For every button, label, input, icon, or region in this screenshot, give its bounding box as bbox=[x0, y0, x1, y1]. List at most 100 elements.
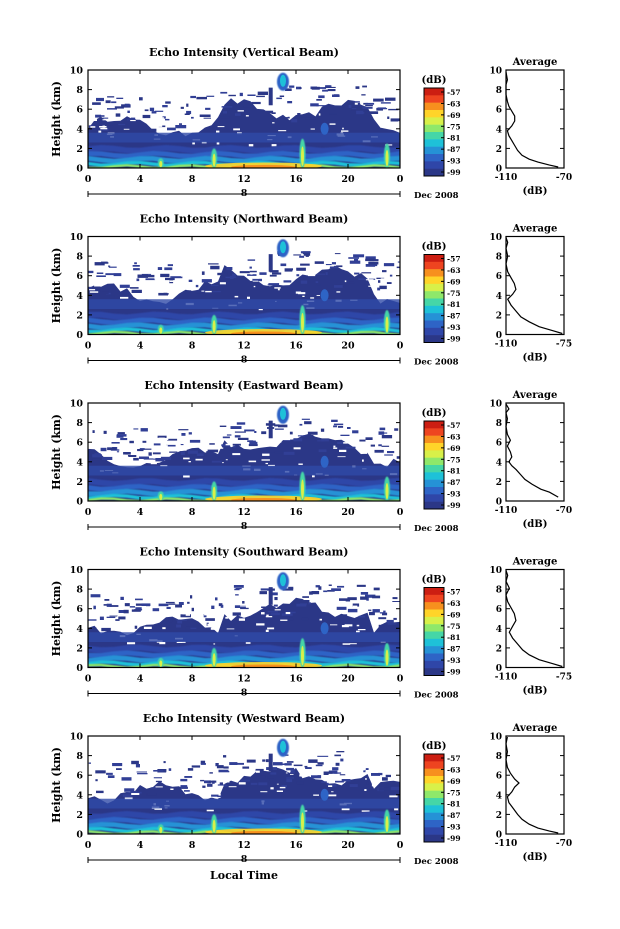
echo-gap bbox=[100, 127, 108, 130]
profile-title: Average bbox=[512, 57, 558, 68]
echo-patch bbox=[303, 253, 311, 256]
echo-patch bbox=[224, 785, 228, 787]
echo-patch bbox=[157, 435, 167, 438]
echo-patch bbox=[107, 775, 115, 778]
echo-gap bbox=[276, 783, 279, 785]
echo-gap bbox=[133, 284, 138, 286]
echo-gap bbox=[356, 624, 360, 627]
echo-patch bbox=[139, 448, 145, 450]
high-echo-tail bbox=[268, 753, 273, 772]
echo-patch bbox=[133, 457, 139, 461]
echo-patch bbox=[379, 427, 386, 431]
echo-patch bbox=[284, 268, 293, 272]
echo-gap bbox=[380, 277, 386, 279]
profile-y-tick-label: 10 bbox=[489, 233, 502, 243]
echo-patch bbox=[94, 290, 101, 292]
x-tick-label: 12 bbox=[237, 174, 250, 185]
echo-gap bbox=[352, 605, 358, 608]
colorbar-unit: (dB) bbox=[422, 75, 447, 86]
low-band bbox=[88, 483, 400, 492]
echo-gap bbox=[303, 810, 308, 812]
y-axis-label: Height (km) bbox=[50, 747, 63, 823]
colorbar-unit: (dB) bbox=[422, 575, 447, 586]
echo-gap bbox=[343, 442, 348, 444]
low-band bbox=[88, 322, 400, 331]
echo-gap bbox=[195, 458, 203, 461]
echo-gap bbox=[218, 793, 221, 796]
echo-gap bbox=[98, 130, 102, 133]
echo-gap bbox=[121, 456, 129, 459]
echo-patch bbox=[215, 597, 218, 601]
low-band bbox=[88, 650, 400, 659]
echo-patch bbox=[377, 287, 381, 291]
echo-patch bbox=[250, 782, 258, 785]
x-tick-label: 4 bbox=[137, 507, 144, 518]
echo-gap bbox=[360, 451, 368, 454]
echo-gap bbox=[255, 770, 260, 773]
echo-patch bbox=[151, 111, 157, 114]
echo-patch bbox=[96, 790, 104, 794]
echo-patch bbox=[164, 267, 173, 271]
surface-peak bbox=[231, 831, 296, 834]
echo-gap bbox=[233, 128, 240, 131]
colorbar-tick-label: -93 bbox=[447, 823, 461, 832]
echo-gap bbox=[368, 601, 377, 602]
echo-patch bbox=[220, 91, 228, 94]
panel-5: Echo Intensity (Westward Beam) Height (km… bbox=[50, 712, 572, 867]
echo-patch bbox=[373, 98, 384, 102]
echo-patch bbox=[215, 763, 219, 767]
echo-patch bbox=[129, 287, 139, 289]
echo-gap bbox=[253, 285, 256, 288]
echo-patch bbox=[360, 596, 368, 600]
echo-patch bbox=[91, 627, 97, 629]
echo-gap bbox=[278, 130, 287, 132]
y-tick-label: 2 bbox=[76, 144, 83, 155]
echo-patch bbox=[351, 109, 362, 111]
echo-patch bbox=[217, 784, 226, 786]
echo-spike-core bbox=[159, 327, 163, 334]
colorbar-tick-label: -69 bbox=[447, 111, 461, 120]
echo-gap bbox=[214, 797, 221, 798]
echo-gap bbox=[356, 630, 360, 633]
profile-y-tick-label: 2 bbox=[496, 644, 502, 654]
echo-patch bbox=[340, 434, 350, 436]
echo-patch bbox=[335, 762, 340, 766]
echo-patch bbox=[274, 428, 284, 430]
profile-y-tick-label: 8 bbox=[496, 419, 502, 429]
y-tick-label: 4 bbox=[76, 624, 83, 635]
echo-gap bbox=[383, 125, 386, 127]
date-day-label: 8 bbox=[241, 188, 248, 199]
echo-spike-core bbox=[212, 819, 216, 833]
echo-gap bbox=[216, 130, 220, 133]
echo-patch bbox=[303, 435, 314, 439]
echo-patch bbox=[324, 86, 336, 88]
echo-patch bbox=[223, 115, 226, 117]
echo-patch bbox=[88, 762, 91, 764]
profile-title: Average bbox=[512, 224, 558, 235]
echo-gap bbox=[135, 107, 141, 109]
echo-patch bbox=[351, 107, 362, 109]
x-tick-label: 0 bbox=[397, 674, 404, 685]
colorbar-swatch bbox=[424, 494, 444, 502]
colorbar-swatch bbox=[424, 820, 444, 828]
echo-gap bbox=[274, 609, 281, 611]
echo-patch bbox=[107, 96, 115, 98]
echo-gap bbox=[365, 778, 367, 780]
profile-y-tick-label: 6 bbox=[496, 272, 502, 282]
echo-gap bbox=[113, 602, 121, 603]
echo-gap bbox=[88, 606, 94, 608]
echo-gap bbox=[277, 288, 280, 291]
echo-patch bbox=[201, 290, 208, 293]
y-tick-label: 4 bbox=[76, 457, 83, 468]
surface-peak bbox=[231, 664, 296, 668]
echo-patch bbox=[363, 769, 366, 773]
colorbar-swatch bbox=[424, 327, 444, 336]
x-tick-label: 0 bbox=[397, 174, 404, 185]
colorbar-frame bbox=[423, 420, 445, 510]
profile-y-tick-label: 8 bbox=[496, 752, 502, 762]
echo-gap bbox=[336, 291, 341, 293]
echo-patch bbox=[226, 267, 233, 271]
echo-patch bbox=[267, 778, 270, 781]
echo-patch bbox=[125, 792, 134, 794]
echo-patch bbox=[382, 270, 387, 273]
